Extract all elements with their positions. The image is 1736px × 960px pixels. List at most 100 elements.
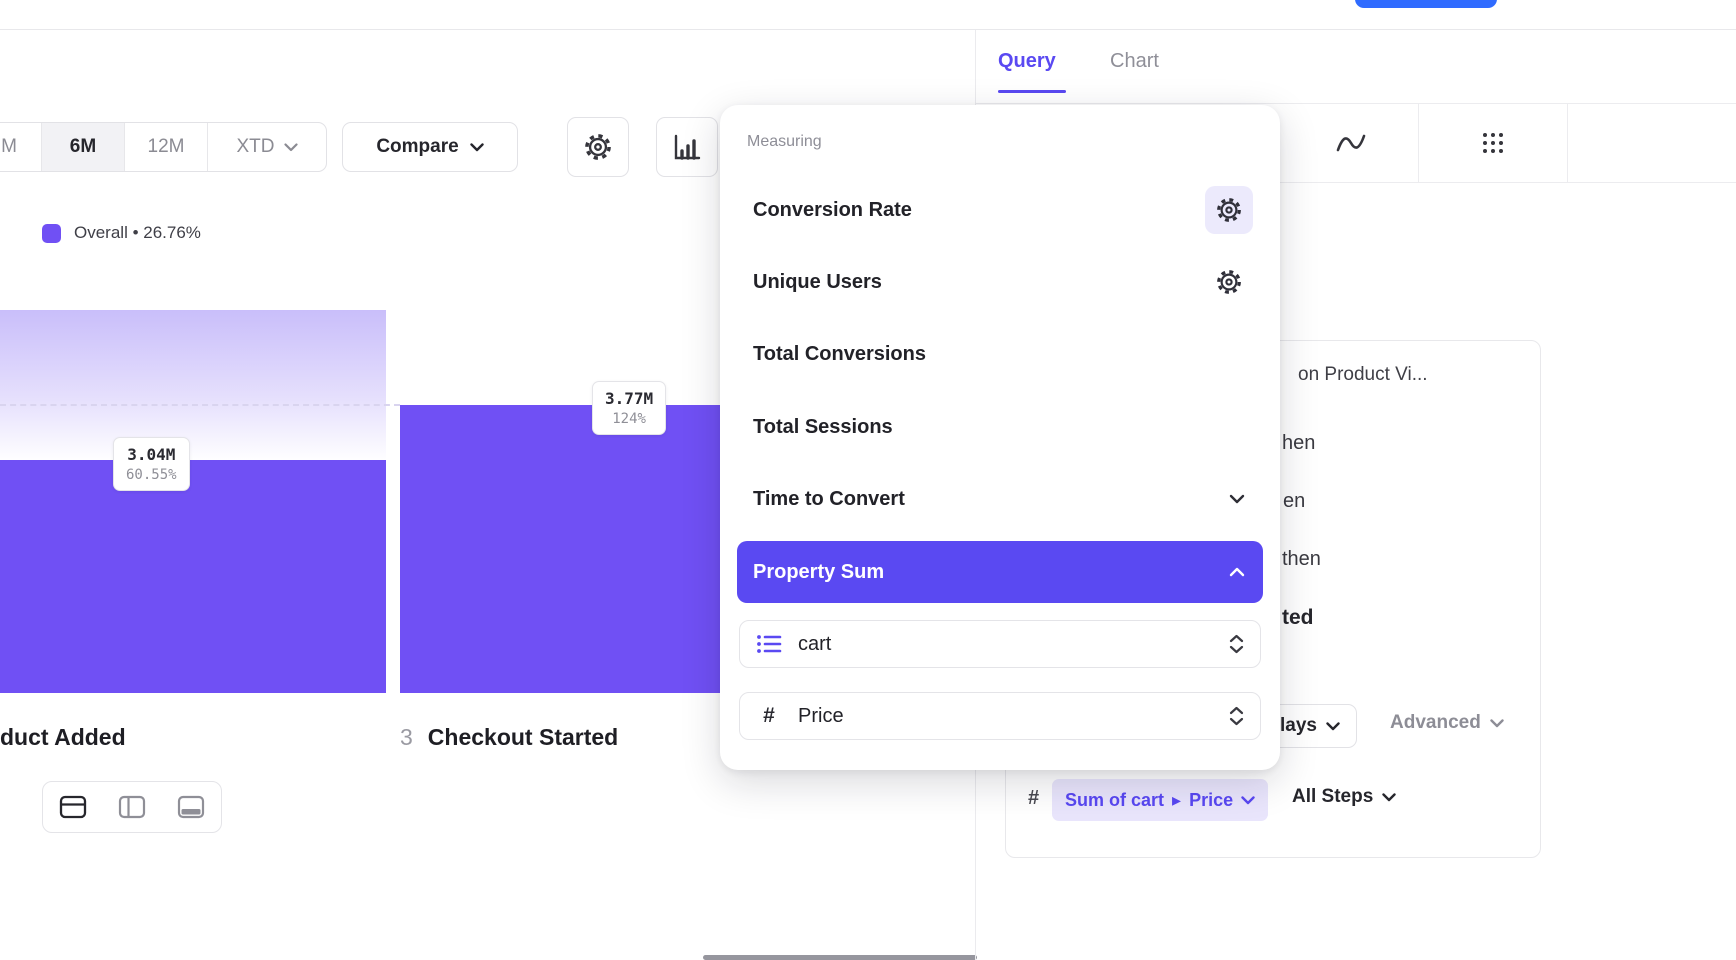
tab-active-underline — [998, 90, 1066, 93]
chevron-down-icon — [283, 142, 298, 151]
layout-toggle-rows[interactable] — [43, 782, 102, 832]
legend-swatch — [42, 223, 61, 243]
step-name: Checkout Started — [427, 724, 619, 750]
number-property-icon: # — [763, 704, 775, 727]
measuring-popover: Measuring Conversion Rate Unique Users — [720, 105, 1280, 770]
menu-item-total-sessions[interactable]: Total Sessions — [737, 396, 1263, 458]
chevron-up-icon — [1229, 567, 1245, 577]
range-12m[interactable]: 12M — [125, 123, 208, 171]
layout-rows-icon — [59, 795, 86, 819]
advanced-label: Advanced — [1390, 712, 1481, 733]
menu-item-label: Property Sum — [753, 560, 885, 583]
holding-constant-text: on Product Vi... — [1298, 364, 1428, 385]
toolbar-divider — [1418, 103, 1419, 182]
value-chip-step3: 3.77M 124% — [592, 381, 667, 435]
gear-icon[interactable] — [1205, 186, 1253, 234]
select-value: cart — [798, 632, 832, 655]
event-select-cart[interactable]: cart — [739, 620, 1261, 668]
updown-icon — [1229, 706, 1244, 726]
step-row-fragment-bold: ted — [1282, 606, 1314, 629]
layout-toggle-columns[interactable] — [102, 782, 161, 832]
chevron-down-icon — [469, 142, 484, 151]
menu-item-total-conversions[interactable]: Total Conversions — [737, 323, 1263, 385]
flow-icon — [1336, 134, 1366, 152]
menu-item-label: Total Sessions — [753, 415, 893, 438]
funnel-bar-2[interactable] — [400, 405, 730, 693]
range-label: 6M — [69, 136, 97, 157]
popover-title: Measuring — [747, 133, 822, 150]
advanced-button[interactable]: Advanced — [1390, 712, 1504, 734]
hash-symbol: # — [1028, 787, 1040, 809]
primary-action-button[interactable] — [1355, 0, 1497, 8]
menu-item-property-sum[interactable]: Property Sum — [737, 541, 1263, 603]
all-steps-button[interactable]: All Steps — [1292, 786, 1397, 808]
compare-button[interactable]: Compare — [342, 122, 518, 172]
all-steps-label: All Steps — [1292, 786, 1374, 807]
layout-toggle-group — [42, 781, 222, 833]
layout-columns-icon — [118, 795, 146, 819]
property-select-price[interactable]: # Price — [739, 692, 1261, 740]
toolbar-border-bottom — [976, 182, 1736, 183]
bar-chart-icon — [674, 134, 701, 160]
chip-percent: 60.55% — [126, 467, 177, 483]
more-options-button[interactable] — [1467, 117, 1519, 169]
gear-icon[interactable] — [1205, 258, 1253, 306]
reference-dashed-line — [0, 404, 400, 406]
value-chip-step2: 3.04M 60.55% — [113, 437, 190, 491]
toolbar-border-top — [976, 103, 1736, 104]
range-6m[interactable]: 6M — [42, 123, 125, 171]
step-row-fragment: then — [1282, 548, 1321, 570]
tab-chart[interactable]: Chart — [1110, 50, 1159, 72]
range-xtd[interactable]: XTD — [208, 123, 326, 171]
chevron-down-icon — [1490, 718, 1504, 727]
menu-item-conversion-rate[interactable]: Conversion Rate — [737, 179, 1263, 241]
compare-label: Compare — [376, 136, 459, 157]
range-3m[interactable]: M — [0, 123, 42, 171]
menu-item-label: Unique Users — [753, 270, 882, 293]
chart-type-button[interactable] — [656, 117, 718, 177]
step-number: 3 — [400, 724, 413, 750]
menu-item-label: Total Conversions — [753, 342, 926, 365]
chart-settings-button[interactable] — [567, 117, 629, 177]
horizontal-scrollbar[interactable] — [703, 955, 977, 960]
chip-value: 3.04M — [127, 445, 176, 464]
chevron-down-icon — [1326, 721, 1340, 730]
funnel-bar-1-converted[interactable] — [0, 460, 386, 693]
list-icon — [756, 634, 782, 654]
range-label: 12M — [147, 136, 185, 157]
menu-item-label: Time to Convert — [753, 487, 905, 510]
grid-dots-icon — [1483, 133, 1503, 153]
funnel-bar-1-total[interactable] — [0, 310, 386, 460]
range-label: M — [1, 136, 17, 157]
chip-primary: Sum of cart — [1065, 789, 1165, 810]
select-value: Price — [798, 704, 844, 727]
legend-label: Overall • 26.76% — [74, 223, 201, 242]
chevron-down-icon — [1241, 795, 1255, 804]
menu-item-time-to-convert[interactable]: Time to Convert — [737, 468, 1263, 530]
time-range-segmented-control: M 6M 12M XTD — [0, 122, 327, 172]
menu-item-label: Conversion Rate — [753, 198, 912, 221]
range-label: XTD — [236, 136, 275, 157]
caret-right-icon: ▸ — [1172, 789, 1182, 810]
days-label: lays — [1280, 715, 1317, 736]
step-label-checkout-started: 3 Checkout Started — [400, 724, 618, 751]
legend[interactable]: Overall • 26.76% — [42, 223, 201, 243]
chip-secondary: Price — [1189, 789, 1234, 810]
chevron-down-icon — [1382, 792, 1397, 801]
step-row-fragment: en — [1283, 490, 1306, 512]
layout-toggle-bottom[interactable] — [162, 782, 221, 832]
tab-query[interactable]: Query — [998, 50, 1056, 72]
step-label-product-added: duct Added — [0, 724, 126, 750]
chevron-down-icon — [1229, 494, 1245, 504]
updown-icon — [1229, 634, 1244, 654]
chip-value: 3.77M — [605, 389, 654, 408]
layout-bottom-icon — [178, 795, 205, 819]
menu-item-unique-users[interactable]: Unique Users — [737, 251, 1263, 313]
sum-of-cart-price-chip[interactable]: Sum of cart ▸ Price — [1052, 779, 1269, 821]
flow-view-button[interactable] — [1323, 117, 1379, 169]
gear-icon — [585, 134, 611, 160]
step-row-fragment: hen — [1282, 432, 1316, 454]
toolbar-divider — [1567, 103, 1568, 182]
chip-percent: 124% — [612, 411, 646, 427]
